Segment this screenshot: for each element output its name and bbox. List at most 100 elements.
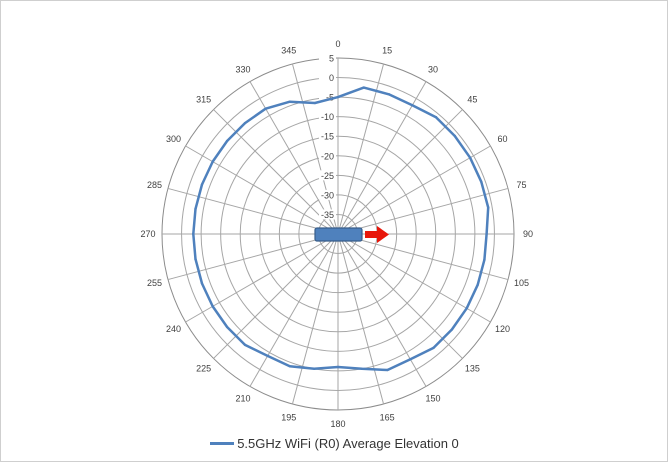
angle-label: 210 (235, 394, 250, 404)
grid-spoke (213, 109, 339, 235)
data-point (288, 365, 292, 368)
grid-spoke (167, 233, 339, 281)
angle-label: 90 (523, 229, 533, 239)
device-marker (314, 226, 389, 243)
data-point (211, 160, 214, 163)
data-point (432, 346, 435, 350)
data-point (360, 367, 363, 371)
data-point (313, 101, 317, 105)
legend-swatch (210, 442, 235, 445)
radial-label-bg (319, 170, 336, 181)
data-point (336, 95, 340, 99)
grid-spoke (337, 233, 509, 281)
grid-spoke (337, 63, 385, 235)
radial-tick-label: -30 (321, 190, 334, 200)
angle-label: 240 (166, 324, 181, 334)
data-point (194, 207, 197, 211)
angle-label: 315 (196, 95, 211, 105)
data-point (264, 107, 267, 110)
radial-tick-label: -10 (321, 112, 334, 122)
grid-spoke (337, 145, 491, 235)
data-point (386, 368, 389, 372)
grid-spoke (291, 63, 339, 235)
radial-label-bg (319, 189, 336, 200)
grid-spoke (291, 233, 339, 405)
data-point (200, 282, 204, 285)
angle-label: 75 (517, 180, 527, 190)
angle-label: 330 (235, 64, 250, 74)
data-point (476, 283, 479, 287)
data-point (266, 354, 269, 358)
radial-tick-label: -20 (321, 151, 334, 161)
radial-tick-label: -25 (321, 171, 334, 181)
legend: 5.5GHz WiFi (R0) Average Elevation 0 (0, 436, 669, 451)
angle-label: 270 (140, 229, 155, 239)
grid-spoke (213, 233, 339, 359)
data-point (411, 104, 414, 107)
data-point (313, 367, 316, 371)
data-point (243, 343, 247, 347)
angle-label: 165 (380, 413, 395, 423)
radial-label-bg (319, 53, 336, 63)
grid-spoke (337, 233, 427, 387)
data-point (211, 305, 214, 308)
angle-label: 45 (467, 95, 477, 105)
angle-label: 105 (514, 278, 529, 288)
grid-spoke (337, 233, 491, 323)
angle-label: 30 (428, 64, 438, 74)
data-point (409, 358, 412, 361)
radial-tick-label: -35 (321, 210, 334, 220)
angle-label: 195 (281, 413, 296, 423)
grid-spoke (249, 81, 339, 235)
radial-tick-label: -5 (326, 93, 334, 103)
data-point (336, 365, 340, 369)
grid-spoke (337, 233, 463, 359)
grid-spoke (337, 233, 385, 405)
angle-label: 60 (498, 134, 508, 144)
grid-spoke (185, 233, 339, 323)
radial-tick-label: 5 (329, 54, 334, 64)
grid-spoke (337, 81, 427, 235)
data-point (243, 121, 247, 125)
angle-label: 225 (196, 363, 211, 373)
radial-label-bg (319, 209, 336, 220)
radial-label-bg (319, 72, 336, 83)
data-point (483, 258, 486, 262)
grid-spoke (185, 145, 339, 235)
data-point (485, 232, 488, 236)
data-point (225, 139, 229, 143)
angle-label: 285 (147, 180, 162, 190)
data-point (288, 100, 292, 103)
legend-label: 5.5GHz WiFi (R0) Average Elevation 0 (237, 436, 459, 451)
data-point (487, 206, 490, 209)
angle-label: 300 (166, 134, 181, 144)
direction-arrow-icon (365, 226, 389, 243)
angle-label: 0 (335, 39, 340, 49)
data-point (192, 232, 195, 236)
radial-label-bg (319, 111, 336, 122)
data-point (480, 180, 483, 184)
polar-grid (161, 57, 515, 411)
angle-label: 15 (382, 45, 392, 55)
grid-spoke (337, 109, 463, 235)
angle-label: 150 (425, 394, 440, 404)
angle-label: 345 (281, 45, 296, 55)
data-point (468, 156, 472, 159)
data-point (225, 325, 229, 329)
data-point (387, 93, 391, 96)
data-point (200, 183, 204, 186)
data-point (194, 257, 197, 261)
radial-label-bg (319, 131, 336, 142)
data-point (450, 328, 454, 331)
data-point (362, 86, 366, 89)
axis-labels: 0 15 30 45 60 75 90 105 120 135 150 165 180 195 210 225… (140, 39, 533, 429)
data-point (453, 134, 457, 138)
data-point (465, 307, 468, 310)
radial-label-bg (319, 92, 336, 103)
series-layer (192, 86, 490, 372)
radial-label-bg (319, 150, 336, 161)
angle-label: 120 (495, 324, 510, 334)
radial-tick-label: -15 (321, 132, 334, 142)
device-box (314, 227, 363, 242)
